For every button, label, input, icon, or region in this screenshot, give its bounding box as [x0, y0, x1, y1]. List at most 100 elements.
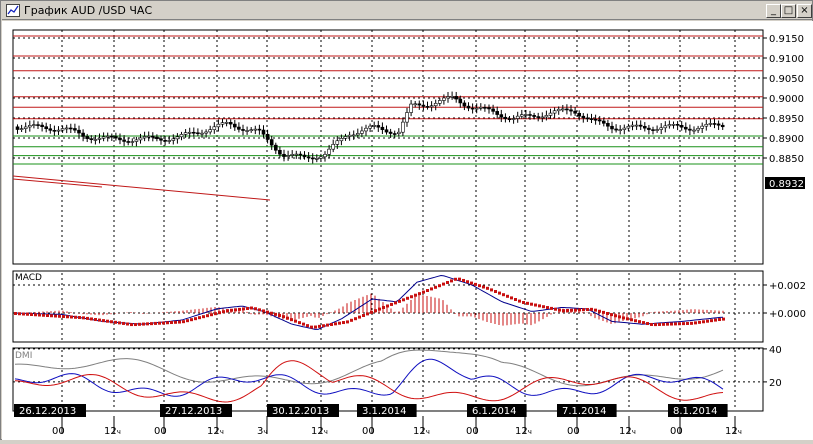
macd-signal-point: [226, 309, 229, 313]
macd-signal-point: [266, 310, 269, 314]
macd-signal-point: [58, 314, 61, 318]
macd-signal-point: [334, 322, 337, 326]
price-tick-label: 0.8850: [769, 154, 804, 165]
macd-signal-point: [378, 307, 381, 311]
candle: [48, 124, 53, 134]
hour-label: 12ч: [515, 426, 532, 437]
candle: [413, 100, 418, 108]
macd-signal-point: [438, 284, 441, 288]
candle: [118, 133, 122, 145]
candle: [183, 129, 188, 138]
date-label: 3.1.2014: [357, 404, 417, 417]
candle: [491, 104, 495, 115]
candle: [323, 151, 327, 162]
candle: [626, 123, 631, 132]
candle: [36, 121, 40, 130]
candle: [233, 119, 237, 131]
close-button[interactable]: ×: [797, 4, 812, 18]
hour-label: 12ч: [311, 426, 328, 437]
macd-panel: MACD +0.002 +0.000: [12, 270, 806, 343]
candle: [101, 132, 106, 142]
candle: [642, 122, 647, 132]
candle: [40, 122, 44, 132]
macd-signal-point: [70, 315, 73, 319]
macd-signal-point: [138, 322, 141, 326]
hour-label: 12ч: [619, 426, 636, 437]
candle: [360, 126, 364, 138]
candle: [380, 122, 385, 135]
maximize-button[interactable]: □: [781, 4, 796, 18]
candle: [179, 131, 184, 141]
candle: [392, 130, 397, 139]
macd-signal-point: [718, 318, 721, 322]
macd-signal-point: [46, 314, 49, 318]
candle: [220, 118, 225, 128]
macd-signal-point: [62, 315, 65, 319]
macd-signal-point: [414, 293, 417, 297]
candle: [630, 121, 635, 131]
candle: [495, 106, 500, 119]
candle: [228, 119, 233, 129]
macd-signal-point: [310, 325, 313, 329]
macd-signal-point: [442, 282, 445, 286]
candle: [376, 120, 381, 132]
macd-signal-point: [298, 321, 301, 325]
candle: [675, 121, 680, 131]
macd-signal-point: [542, 305, 545, 309]
candle: [187, 127, 192, 138]
candle: [89, 135, 94, 144]
candle: [478, 103, 483, 111]
macd-signal-point: [150, 322, 153, 326]
macd-signal-point: [370, 310, 373, 314]
candle: [216, 119, 221, 132]
candle: [683, 122, 688, 133]
macd-signal-point: [82, 316, 85, 320]
macd-signal-point: [698, 320, 701, 324]
macd-signal-point: [106, 319, 109, 323]
candle: [212, 122, 217, 134]
macd-signal-point: [422, 290, 425, 294]
macd-signal-point: [86, 316, 89, 320]
hour-label: 00: [154, 426, 167, 437]
candle: [310, 153, 315, 164]
macd-signal-point: [402, 298, 405, 302]
candle: [151, 132, 155, 142]
macd-signal-point: [234, 308, 237, 312]
macd-signal-point: [14, 312, 17, 315]
macd-signal-point: [646, 322, 649, 326]
minimize-button[interactable]: _: [766, 4, 781, 18]
macd-signal-point: [506, 294, 509, 298]
candle: [163, 135, 167, 146]
candle: [27, 120, 32, 132]
hour-label: 12ч: [207, 426, 224, 437]
macd-signal-point: [474, 282, 477, 286]
macd-signal-point: [386, 304, 389, 308]
macd-signal-point: [462, 278, 465, 282]
chart-canvas[interactable]: 0.9150 0.9100 0.9050 0.9000 0.8950 0.8900 0.88…: [2, 21, 813, 440]
hour-label: 00: [567, 426, 580, 437]
hour-label: 00: [362, 426, 375, 437]
title-bar[interactable]: График AUD /USD ЧАС _ □ ×: [2, 2, 812, 20]
candle: [433, 99, 438, 111]
candle: [314, 154, 319, 163]
macd-signal-point: [658, 322, 661, 326]
hour-label: 00: [466, 426, 479, 437]
date-label: 6.1.2014: [467, 404, 527, 417]
macd-signal-point: [578, 308, 581, 312]
macd-signal-point: [410, 295, 413, 299]
candle: [286, 150, 290, 161]
macd-histogram: [18, 293, 724, 326]
candle: [253, 125, 258, 135]
macd-signal-point: [574, 308, 577, 312]
candle: [77, 125, 81, 138]
svg-text:8.1.2014: 8.1.2014: [673, 406, 718, 417]
macd-signal-point: [678, 322, 681, 326]
macd-signal-point: [302, 322, 305, 326]
candle: [122, 135, 126, 147]
macd-signal-point: [686, 321, 689, 325]
macd-signal-point: [250, 306, 253, 310]
chart-icon: [6, 4, 20, 17]
candle: [192, 127, 196, 137]
current-price-marker: 0.8932: [765, 177, 805, 190]
